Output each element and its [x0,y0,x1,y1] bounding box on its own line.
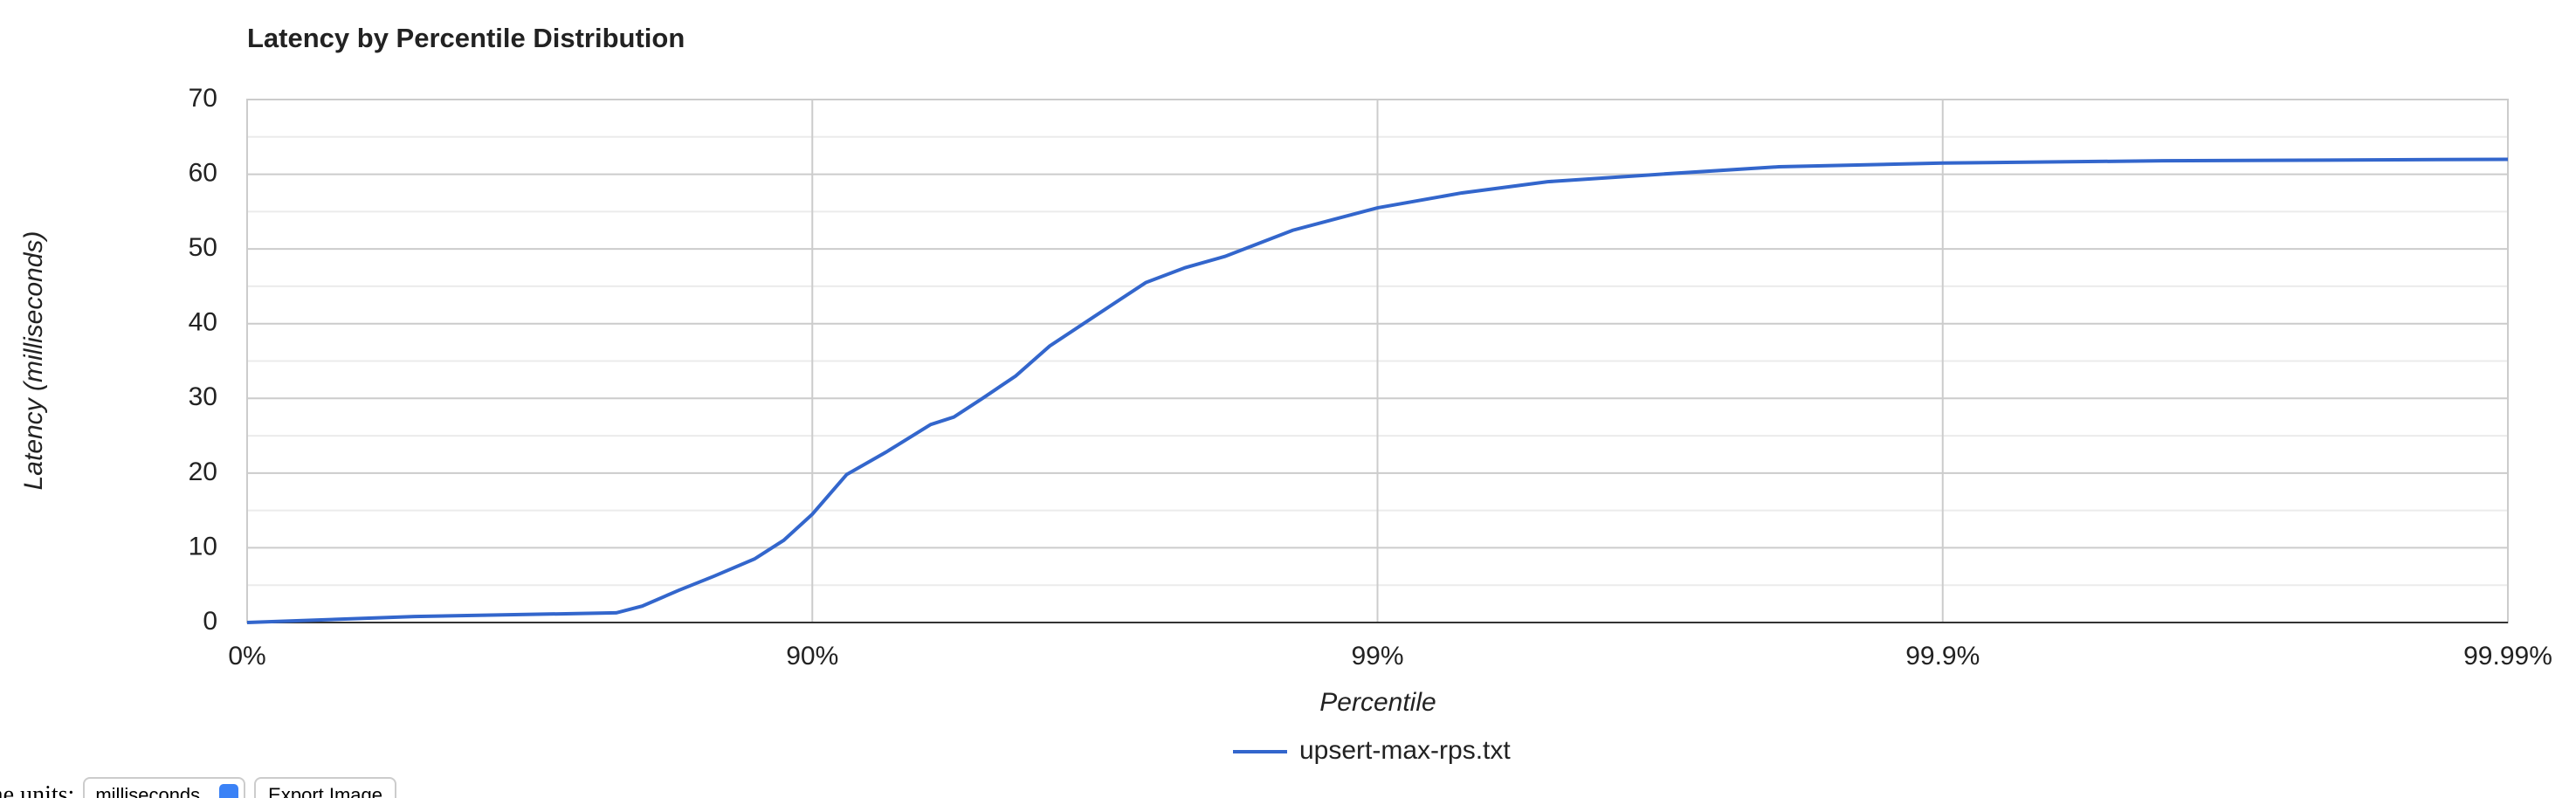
y-tick-label: 50 [189,233,217,262]
y-tick-label: 40 [189,308,217,337]
x-tick-label: 99.9% [1905,642,1980,671]
y-tick-label: 10 [189,532,217,561]
units-label: Time units: [0,781,75,798]
x-tick-label: 0% [228,642,265,671]
legend-label: upsert-max-rps.txt [1299,736,1511,765]
y-axis-title: Latency (milliseconds) [19,231,48,491]
export-button[interactable]: Export Image [254,777,397,798]
line-series [246,157,2509,624]
x-tick-label: 99% [1351,642,1403,671]
y-tick-label: 20 [189,457,217,486]
y-tick-label: 70 [189,84,217,113]
y-tick-label: 30 [189,382,217,411]
units-select[interactable]: milliseconds [83,777,246,798]
y-tick-label: 60 [189,158,217,187]
x-tick-label: 90% [786,642,838,671]
y-tick-label: 0 [203,607,217,636]
controls: Time units: milliseconds Export Image [0,777,397,798]
chart-title: Latency by Percentile Distribution [247,23,685,53]
x-axis-title: Percentile [1319,688,1436,717]
x-tick-label: 99.99% [2463,642,2552,671]
